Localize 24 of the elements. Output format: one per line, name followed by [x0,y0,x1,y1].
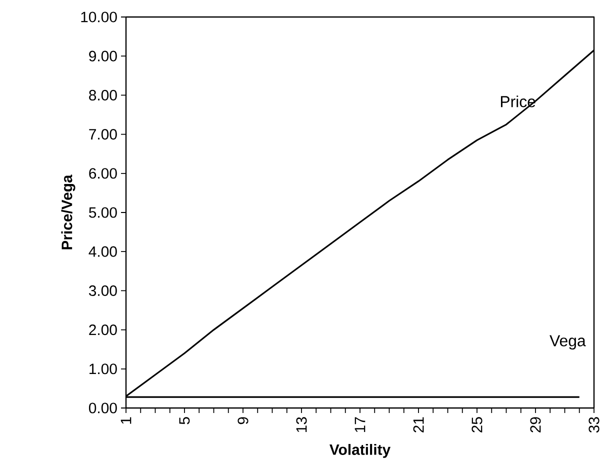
x-tick-label: 25 [472,417,482,432]
x-tick-label: 33 [588,417,600,433]
y-tick-label: 9.00 [89,50,117,62]
x-tick-label: 17 [354,417,366,432]
x-axis-title: Volatility [330,444,391,458]
y-tick-label: 3.00 [88,285,117,296]
x-tick-label: 5 [179,417,190,424]
y-tick-label: 6.00 [89,168,117,179]
y-tick-label: 0.00 [88,402,117,414]
x-tick-label: 13 [296,417,307,432]
text: Vega [550,335,586,350]
y-tick-label: 2.00 [89,324,117,336]
series-label: Price [500,96,536,108]
y-tick-label: 7.00 [89,129,117,140]
x-tick-label: 29 [530,417,541,432]
x-tick-label: 21 [413,417,424,432]
y-tick-label: 1.00 [90,364,117,374]
x-tick-label: 9 [238,417,248,424]
y-tick-label: 8.00 [89,90,117,100]
y-tick-label: 5.00 [88,207,117,218]
y-tick-label: 4.00 [88,246,117,257]
x-tick-label: 1 [120,417,132,424]
y-axis-title: Price/Vega [61,174,76,250]
y-tick-label: 10.00 [81,12,117,22]
